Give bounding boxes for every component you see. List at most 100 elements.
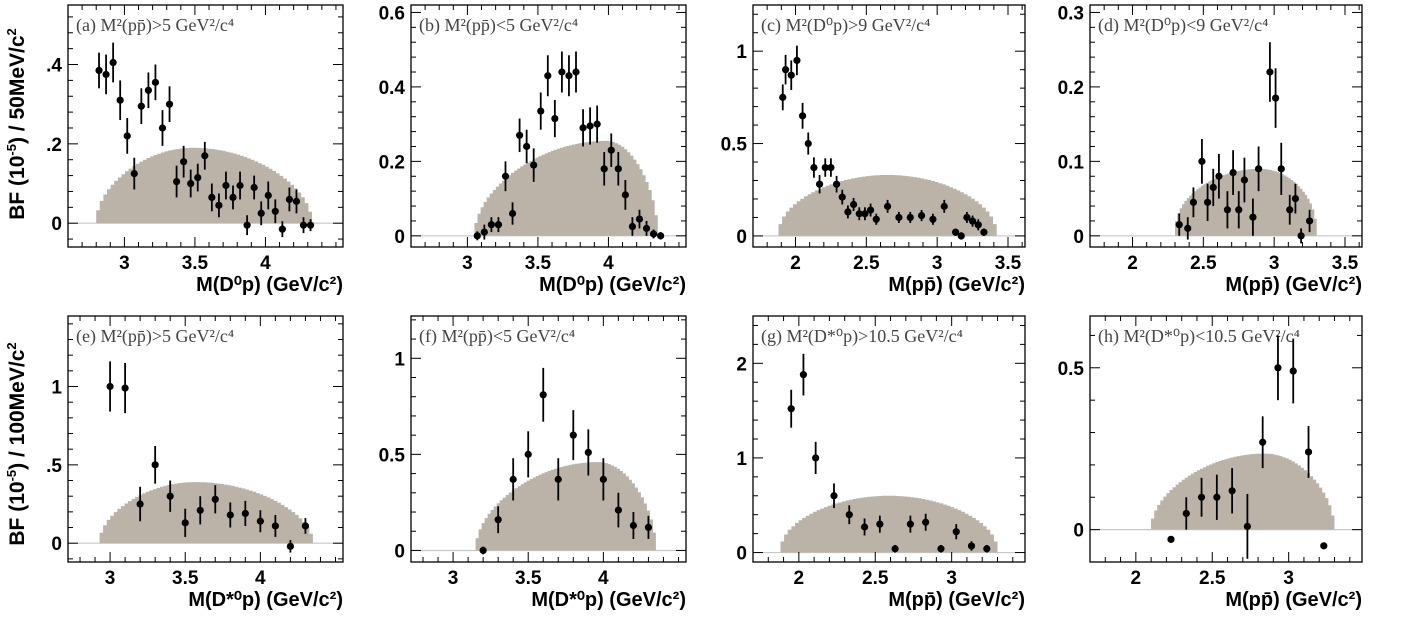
data-point	[1266, 68, 1274, 76]
data-point	[883, 202, 892, 210]
x-axis-label: M(pp̄) (GeV/c²)	[888, 589, 1025, 611]
data-point	[812, 454, 820, 462]
data-point	[593, 120, 601, 128]
x-tick-label: 3	[105, 568, 116, 589]
x-tick-label: 3	[1269, 253, 1280, 274]
data-point	[906, 213, 914, 222]
data-point	[102, 70, 110, 79]
y-tick-label: 0.2	[1058, 78, 1084, 99]
phase-space-band	[96, 147, 312, 224]
plot-frame	[410, 4, 687, 248]
x-tick-label: 2	[1127, 253, 1138, 274]
phase-space-band	[780, 495, 998, 553]
data-point	[967, 542, 976, 550]
data-point	[243, 221, 251, 229]
panel-c: 2 2.5 3 3.5 0 0.5 1 M(pp̄) (GeV/c²) (c) M²(D⁰p)>…	[721, 4, 1026, 296]
data-point	[256, 517, 264, 525]
data-point	[876, 520, 884, 528]
panel-g: 2 2.5 3 0 1 2 M(pp̄) (GeV/c²) (g) M²(D*⁰p)>10.5…	[736, 315, 1026, 611]
data-point	[136, 500, 144, 508]
data-point	[211, 495, 219, 503]
data-point	[494, 221, 503, 229]
data-point	[551, 114, 559, 123]
data-point	[194, 173, 202, 182]
y-tick-label: 0	[51, 534, 62, 555]
y-tick-label: 0	[736, 544, 747, 565]
plot-frame	[1089, 4, 1363, 248]
y-tick-label: 0.5	[721, 135, 748, 156]
data-point	[584, 448, 592, 457]
panel-f: 3 3.5 4 0 0.5 1 M(D*⁰p) (GeV/c²) (f) M²(pp̄)<5 …	[379, 315, 687, 611]
phase-space-band	[475, 462, 656, 551]
data-point	[629, 521, 638, 530]
data-point	[855, 210, 863, 218]
data-point	[937, 545, 945, 553]
data-point	[607, 146, 615, 154]
x-tick-label: 2.5	[862, 568, 889, 589]
plot-frame	[1089, 315, 1363, 563]
data-point	[271, 522, 279, 530]
data-point	[1167, 535, 1175, 543]
y-tick-label: 1	[51, 378, 62, 399]
data-point	[1243, 522, 1251, 530]
data-point	[523, 142, 531, 151]
data-point	[600, 165, 608, 173]
x-axis-label: M(D*⁰p) (GeV/c²)	[188, 589, 343, 611]
data-point	[963, 213, 971, 222]
y-axis-label-bottom: BF (10-5) / 100MeV/c2	[4, 342, 29, 546]
data-point	[628, 222, 637, 231]
data-point	[473, 232, 481, 240]
data-point	[929, 215, 937, 223]
panel-label: (d) M²(D⁰p)<9 GeV²/c⁴	[1098, 15, 1268, 36]
data-point	[810, 163, 818, 172]
x-axis-label: M(pp̄) (GeV/c²)	[888, 274, 1025, 296]
data-point	[657, 232, 665, 240]
x-axis-label: M(pp̄) (GeV/c²)	[1225, 589, 1362, 611]
data-point	[479, 546, 487, 555]
data-point	[285, 195, 294, 203]
data-point	[181, 519, 189, 527]
data-point	[226, 511, 234, 519]
data-point	[798, 112, 807, 120]
data-point	[968, 217, 977, 225]
data-point	[866, 206, 875, 214]
data-point	[952, 528, 960, 536]
panel-b: 3 3.5 4 0 0.2 0.4 0.6 M(D⁰p) (GeV/c²) (b) M²(pp̄…	[379, 3, 687, 296]
y-tick-label: 0.6	[379, 3, 405, 24]
y-tick-label: 1	[736, 42, 747, 63]
panel-label: (f) M²(pp̄)<5 GeV²/c⁴	[419, 326, 575, 347]
plot-frame	[410, 315, 687, 563]
x-tick-label: 2.5	[1199, 568, 1226, 589]
x-tick-label: 3	[932, 253, 943, 274]
data-point	[480, 228, 488, 236]
data-point	[278, 225, 286, 233]
data-point	[271, 207, 279, 215]
data-point	[116, 96, 124, 104]
x-tick-label: 2	[790, 253, 801, 274]
data-point	[95, 66, 103, 75]
data-point	[494, 516, 502, 524]
y-tick-label: 0.4	[379, 78, 406, 99]
data-point	[830, 492, 838, 500]
data-point	[799, 371, 808, 379]
data-point	[1277, 165, 1285, 173]
data-point	[151, 78, 160, 86]
y-tick-label: 0.5	[1058, 359, 1085, 380]
data-point	[983, 545, 991, 553]
data-point	[569, 431, 577, 439]
data-point	[292, 197, 301, 205]
data-point	[137, 102, 145, 110]
y-tick-label: 0	[394, 227, 405, 248]
data-point	[1209, 183, 1217, 192]
data-point	[250, 183, 258, 192]
x-axis-label: M(D⁰p) (GeV/c²)	[539, 274, 686, 296]
data-point	[299, 221, 308, 229]
data-point	[1289, 367, 1297, 375]
data-point	[1271, 94, 1280, 102]
x-tick-label: 3	[448, 568, 459, 589]
y-tick-label: .5	[46, 456, 62, 477]
phase-space-band	[99, 482, 313, 544]
data-point	[821, 163, 829, 172]
plot-frame	[752, 4, 1026, 248]
plot-frame	[67, 4, 344, 248]
